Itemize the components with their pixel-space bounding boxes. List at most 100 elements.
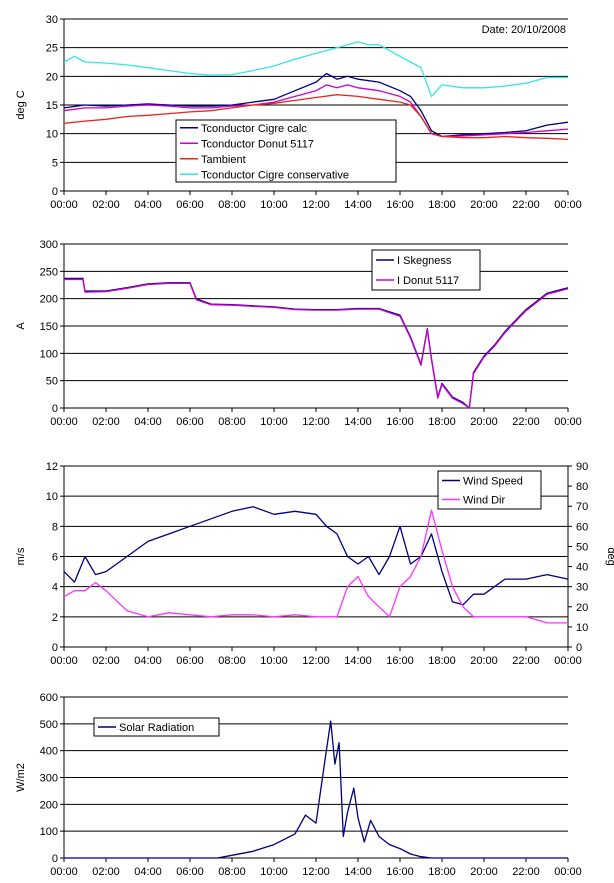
x-tick-label: 04:00 [134, 866, 162, 878]
y2-tick-label: 70 [576, 501, 588, 513]
x-tick-label: 10:00 [260, 416, 288, 428]
legend-label: Wind Dir [463, 495, 506, 507]
x-tick-label: 08:00 [218, 199, 246, 211]
x-tick-label: 18:00 [428, 416, 456, 428]
legend: Solar Radiation [93, 717, 220, 737]
y-tick-label: 25 [46, 43, 58, 55]
legend: Wind Speed Wind Dir [437, 470, 542, 510]
x-tick-label: 00:00 [50, 655, 78, 667]
y2-tick-label: 60 [576, 521, 588, 533]
y-tick-label: 100 [40, 348, 58, 360]
x-tick-label: 22:00 [512, 866, 540, 878]
y-tick-label: 0 [52, 186, 58, 198]
y-tick-label: 30 [46, 14, 58, 26]
y-tick-label: 8 [52, 521, 58, 533]
x-tick-label: 10:00 [260, 199, 288, 211]
series-line [63, 509, 568, 624]
x-tick-label: 22:00 [512, 655, 540, 667]
y-tick-label: 20 [46, 71, 58, 83]
y2-tick-label: 40 [576, 562, 588, 574]
x-tick-label: 00:00 [50, 416, 78, 428]
x-tick-label: 02:00 [92, 866, 120, 878]
y-tick-label: 300 [40, 773, 58, 785]
legend-label: I Donut 5117 [397, 275, 459, 287]
x-tick-label: 22:00 [512, 199, 540, 211]
x-tick-label: 00:00 [554, 199, 582, 211]
series-line [63, 72, 569, 138]
x-tick-label: 06:00 [176, 199, 204, 211]
x-tick-label: 16:00 [386, 655, 414, 667]
x-tick-label: 10:00 [260, 866, 288, 878]
series-line [64, 277, 569, 409]
y-tick-label: 400 [40, 746, 58, 758]
legend-label: Tconductor Cigre calc [201, 123, 307, 135]
x-tick-label: 04:00 [134, 199, 162, 211]
x-tick-label: 20:00 [470, 199, 498, 211]
x-tick-label: 18:00 [428, 655, 456, 667]
x-tick-label: 12:00 [302, 655, 330, 667]
y2-tick-label: 30 [576, 582, 588, 594]
date-annotation: Date: 20/10/2008 [482, 24, 566, 36]
series-line [63, 94, 569, 141]
series-line [64, 278, 569, 409]
y-tick-label: 10 [46, 491, 58, 503]
x-tick-label: 04:00 [134, 416, 162, 428]
x-tick-label: 12:00 [302, 199, 330, 211]
x-tick-label: 16:00 [386, 866, 414, 878]
y2-tick-label: 20 [576, 602, 588, 614]
y-tick-label: 0 [52, 853, 58, 865]
series-line [63, 41, 568, 98]
legend-label: Solar Radiation [119, 722, 194, 734]
legend-box [371, 249, 481, 291]
legend-label: Tambient [201, 154, 246, 166]
legend-label: Wind Speed [463, 476, 523, 488]
x-tick-label: 14:00 [344, 199, 372, 211]
x-tick-label: 04:00 [134, 655, 162, 667]
y-tick-label: 2 [52, 612, 58, 624]
x-tick-label: 20:00 [470, 866, 498, 878]
y-axis-label: m/s [15, 547, 27, 565]
y-tick-label: 50 [46, 376, 58, 388]
x-tick-label: 00:00 [554, 866, 582, 878]
legend-label: I Skegness [397, 255, 452, 267]
y-tick-label: 0 [52, 403, 58, 415]
x-tick-label: 00:00 [50, 199, 78, 211]
y-tick-label: 250 [40, 266, 58, 278]
x-tick-label: 06:00 [176, 655, 204, 667]
legend: I Skegness I Donut 5117 [371, 249, 481, 291]
y-tick-label: 12 [46, 461, 58, 473]
series-line [64, 720, 568, 859]
y-tick-label: 0 [52, 642, 58, 654]
series-line [63, 84, 569, 138]
y-tick-label: 300 [40, 239, 58, 251]
y-tick-label: 100 [40, 826, 58, 838]
x-tick-label: 08:00 [218, 416, 246, 428]
x-tick-label: 12:00 [302, 416, 330, 428]
x-tick-label: 00:00 [554, 416, 582, 428]
y-tick-label: 4 [52, 582, 58, 594]
y2-tick-label: 0 [576, 642, 582, 654]
x-tick-label: 06:00 [176, 416, 204, 428]
x-tick-label: 20:00 [470, 416, 498, 428]
chart-wind: 0 2 4 6 8 10 12 0 10 20 30 40 50 60 70 80 90 deg 00:00 02:0… [15, 461, 614, 667]
y-tick-label: 150 [40, 321, 58, 333]
y-axis-label: A [15, 322, 27, 330]
x-tick-label: 16:00 [386, 416, 414, 428]
legend-label: Tconductor Cigre conservative [201, 169, 349, 181]
y2-axis-label: deg [605, 547, 614, 565]
legend-box [437, 470, 542, 510]
x-tick-label: 02:00 [92, 199, 120, 211]
y-tick-label: 10 [46, 129, 58, 141]
x-tick-label: 20:00 [470, 655, 498, 667]
x-tick-label: 16:00 [386, 199, 414, 211]
x-tick-label: 10:00 [260, 655, 288, 667]
x-tick-label: 18:00 [428, 866, 456, 878]
x-tick-label: 14:00 [344, 655, 372, 667]
chart-current: 0 50 100 150 200 250 300 00:00 02:00 04:00 06:00 08… [15, 239, 582, 428]
y-tick-label: 500 [40, 719, 58, 731]
legend: Tconductor Cigre calc Tconductor Donut 51… [175, 119, 397, 183]
x-tick-label: 00:00 [554, 655, 582, 667]
legend-box [175, 119, 397, 183]
legend-label: Tconductor Donut 5117 [201, 138, 314, 150]
